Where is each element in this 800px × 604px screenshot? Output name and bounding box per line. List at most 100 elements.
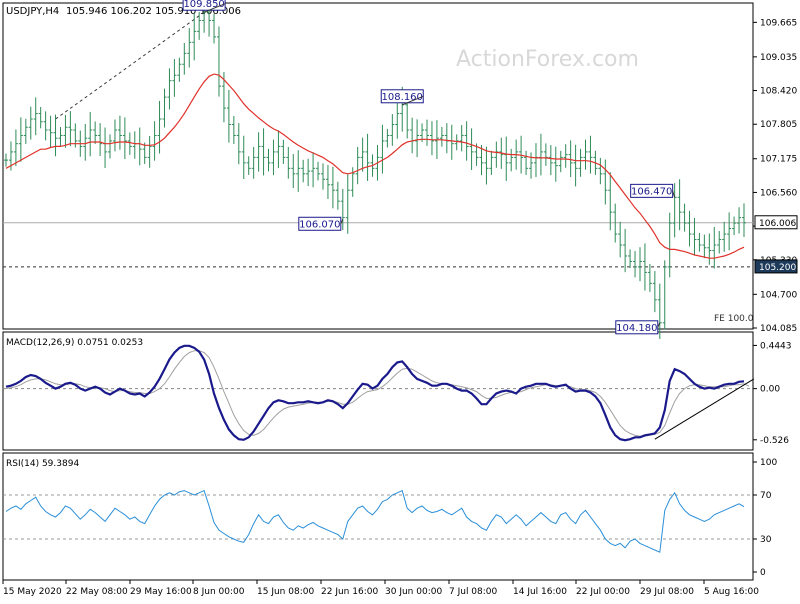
- price-bar: [157, 100, 162, 154]
- price-bar: [603, 159, 608, 205]
- price-tag-text: 105.200: [759, 263, 796, 273]
- price-bar: [142, 142, 147, 164]
- price-bar: [415, 119, 420, 158]
- price-bar: [459, 125, 464, 152]
- price-bar: [340, 188, 345, 230]
- price-bar: [98, 123, 103, 157]
- price-bar: [271, 139, 276, 176]
- price-header-ohlc: 105.946 106.202 105.910 106.006: [66, 6, 241, 17]
- price-bar: [702, 234, 707, 259]
- price-tick-label: 109.665: [760, 18, 797, 28]
- price-bar: [335, 181, 340, 210]
- price-bar: [667, 212, 672, 278]
- price-panel-frame: [2, 2, 754, 330]
- price-bar: [618, 221, 623, 258]
- price-bar: [732, 216, 737, 236]
- price-bar: [365, 133, 370, 181]
- price-bar: [613, 203, 618, 243]
- price-bar: [117, 115, 122, 150]
- price-bar: [429, 121, 434, 156]
- price-bar: [439, 126, 444, 147]
- price-bar: [108, 134, 113, 159]
- price-bar: [345, 174, 350, 234]
- x-tick-label: 7 Jul 08:00: [449, 587, 498, 597]
- rsi-header: RSI(14) 59.3894: [6, 459, 79, 469]
- x-tick-label: 22 Jul 00:00: [576, 587, 630, 597]
- price-bar: [316, 161, 321, 181]
- price-bar: [320, 163, 325, 190]
- price-tick-label: 107.805: [760, 120, 797, 130]
- price-bar: [608, 172, 613, 231]
- rsi-layer: [3, 489, 753, 553]
- price-bar: [479, 145, 484, 176]
- price-bar: [58, 126, 63, 147]
- price-bar: [623, 228, 628, 273]
- price-bar: [642, 243, 647, 291]
- annotation-leader: [203, 3, 226, 13]
- axis-layer: 109.665 109.035 108.420 107.805 107.175 106.5…: [2, 18, 798, 597]
- price-bar: [68, 111, 73, 147]
- price-tick-label: 106.560: [760, 188, 797, 198]
- price-bar: [598, 157, 603, 185]
- price-tag-text: 106.006: [759, 219, 796, 229]
- x-tick-label: 22 May 08:00: [66, 587, 128, 597]
- price-bar: [63, 114, 68, 148]
- x-tick-label: 29 May 16:00: [130, 587, 192, 597]
- price-bar: [524, 150, 529, 175]
- annotation-104.180: 104.180: [615, 320, 661, 335]
- macd-signal-line: [5, 350, 750, 437]
- price-bar: [677, 179, 682, 231]
- price-tag-box: [754, 215, 798, 230]
- x-tick-label: 15 Jun 08:00: [257, 587, 314, 597]
- price-bar: [563, 144, 568, 168]
- macd-tick-label: 0.4443: [760, 341, 792, 351]
- rsi-tick-label: 0: [760, 568, 766, 578]
- price-bar: [197, 11, 202, 40]
- price-bar: [647, 263, 652, 292]
- price-tick-label: 104.700: [760, 290, 797, 300]
- x-tick-label: 29 Jul 08:00: [640, 587, 694, 597]
- price-bar: [489, 150, 494, 175]
- price-bar: [464, 121, 469, 161]
- price-bar: [578, 148, 583, 177]
- price-bar: [573, 144, 578, 187]
- price-bar: [122, 117, 127, 160]
- price-bar: [687, 210, 692, 247]
- moving-average-line: [5, 73, 745, 259]
- price-tick-label: 109.035: [760, 53, 797, 63]
- price-bar: [474, 143, 479, 166]
- price-bar: [469, 128, 474, 170]
- x-tick-label: 8 Jun 00:00: [193, 587, 245, 597]
- price-bar: [4, 153, 8, 167]
- price-tick-label: 107.175: [760, 155, 797, 165]
- annotation-leader: [657, 322, 661, 328]
- rsi-tick-label: 100: [760, 458, 777, 468]
- price-bar: [697, 232, 702, 252]
- price-bar: [504, 136, 509, 181]
- price-bar: [286, 146, 291, 179]
- annotation-109.850: 109.850: [182, 0, 226, 13]
- price-bar: [192, 13, 197, 61]
- price-tag-box: [754, 259, 798, 274]
- price-bar: [112, 119, 117, 152]
- macd-header: MACD(12,26,9) 0.0751 0.0253: [6, 338, 143, 348]
- macd-trendline: [654, 378, 755, 440]
- rsi-line: [5, 489, 745, 553]
- annotation-text: 109.850: [183, 0, 224, 10]
- annotation-108.160: 108.160: [380, 89, 424, 106]
- price-bar: [241, 135, 246, 180]
- price-bar: [633, 251, 638, 278]
- price-bar: [187, 28, 192, 68]
- price-layer: 109.850 108.160 106.070 106.470 104.180: [3, 0, 753, 339]
- macd-layer: [3, 344, 755, 442]
- price-bar: [509, 148, 514, 172]
- price-bar: [33, 97, 38, 136]
- price-bar: [330, 166, 335, 209]
- price-bar: [306, 158, 311, 187]
- price-bar: [737, 207, 742, 234]
- annotation-leader: [402, 95, 424, 106]
- price-bar: [281, 139, 286, 164]
- price-bar: [311, 152, 316, 188]
- price-bar: [652, 271, 657, 313]
- price-trendline: [55, 11, 205, 120]
